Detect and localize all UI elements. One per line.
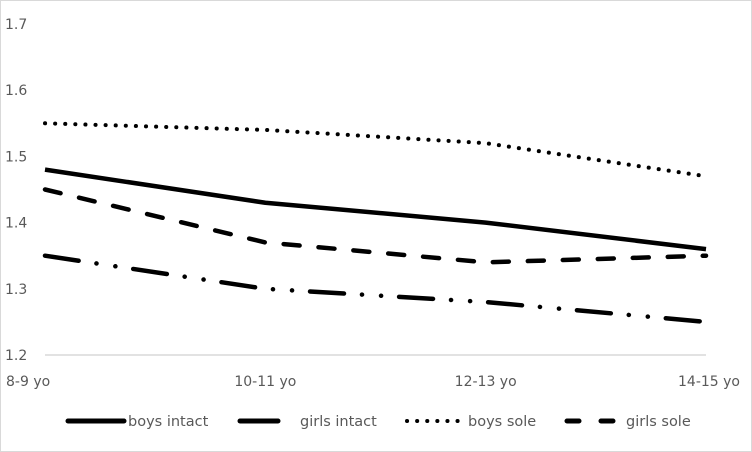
legend: boys intact girls intact boys sole girls so… bbox=[65, 414, 691, 430]
x-tick-label: 12-13 yo bbox=[455, 374, 517, 390]
legend-item: boys intact bbox=[65, 414, 209, 430]
series-lines bbox=[42, 121, 709, 325]
y-tick-label: 1.2 bbox=[5, 348, 27, 364]
legend-label: boys intact bbox=[128, 414, 209, 430]
x-tick-label: 8-9 yo bbox=[6, 374, 50, 390]
legend-label: girls sole bbox=[626, 414, 691, 430]
legend-label: boys sole bbox=[468, 414, 536, 430]
series-line-girls-sole bbox=[42, 187, 709, 265]
legend-item: boys sole bbox=[405, 414, 536, 430]
series-line-boys-intact bbox=[44, 167, 707, 252]
x-axis: 8-9 yo 10-11 yo 12-13 yo 14-15 yo bbox=[6, 374, 740, 390]
legend-item: girls sole bbox=[564, 414, 691, 430]
y-tick-label: 1.7 bbox=[5, 17, 27, 33]
x-tick-label: 14-15 yo bbox=[678, 374, 740, 390]
legend-label: girls intact bbox=[300, 414, 377, 430]
legend-item: girls intact bbox=[237, 414, 377, 430]
x-tick-label: 10-11 yo bbox=[234, 374, 296, 390]
y-tick-label: 1.4 bbox=[5, 216, 27, 232]
y-tick-label: 1.3 bbox=[5, 282, 27, 298]
y-tick-label: 1.6 bbox=[5, 83, 27, 99]
y-axis: 1.2 1.3 1.4 1.5 1.6 1.7 bbox=[5, 17, 27, 364]
series-line-boys-sole bbox=[43, 121, 708, 179]
y-tick-label: 1.5 bbox=[5, 149, 27, 165]
series-line-girls-intact bbox=[42, 253, 709, 325]
